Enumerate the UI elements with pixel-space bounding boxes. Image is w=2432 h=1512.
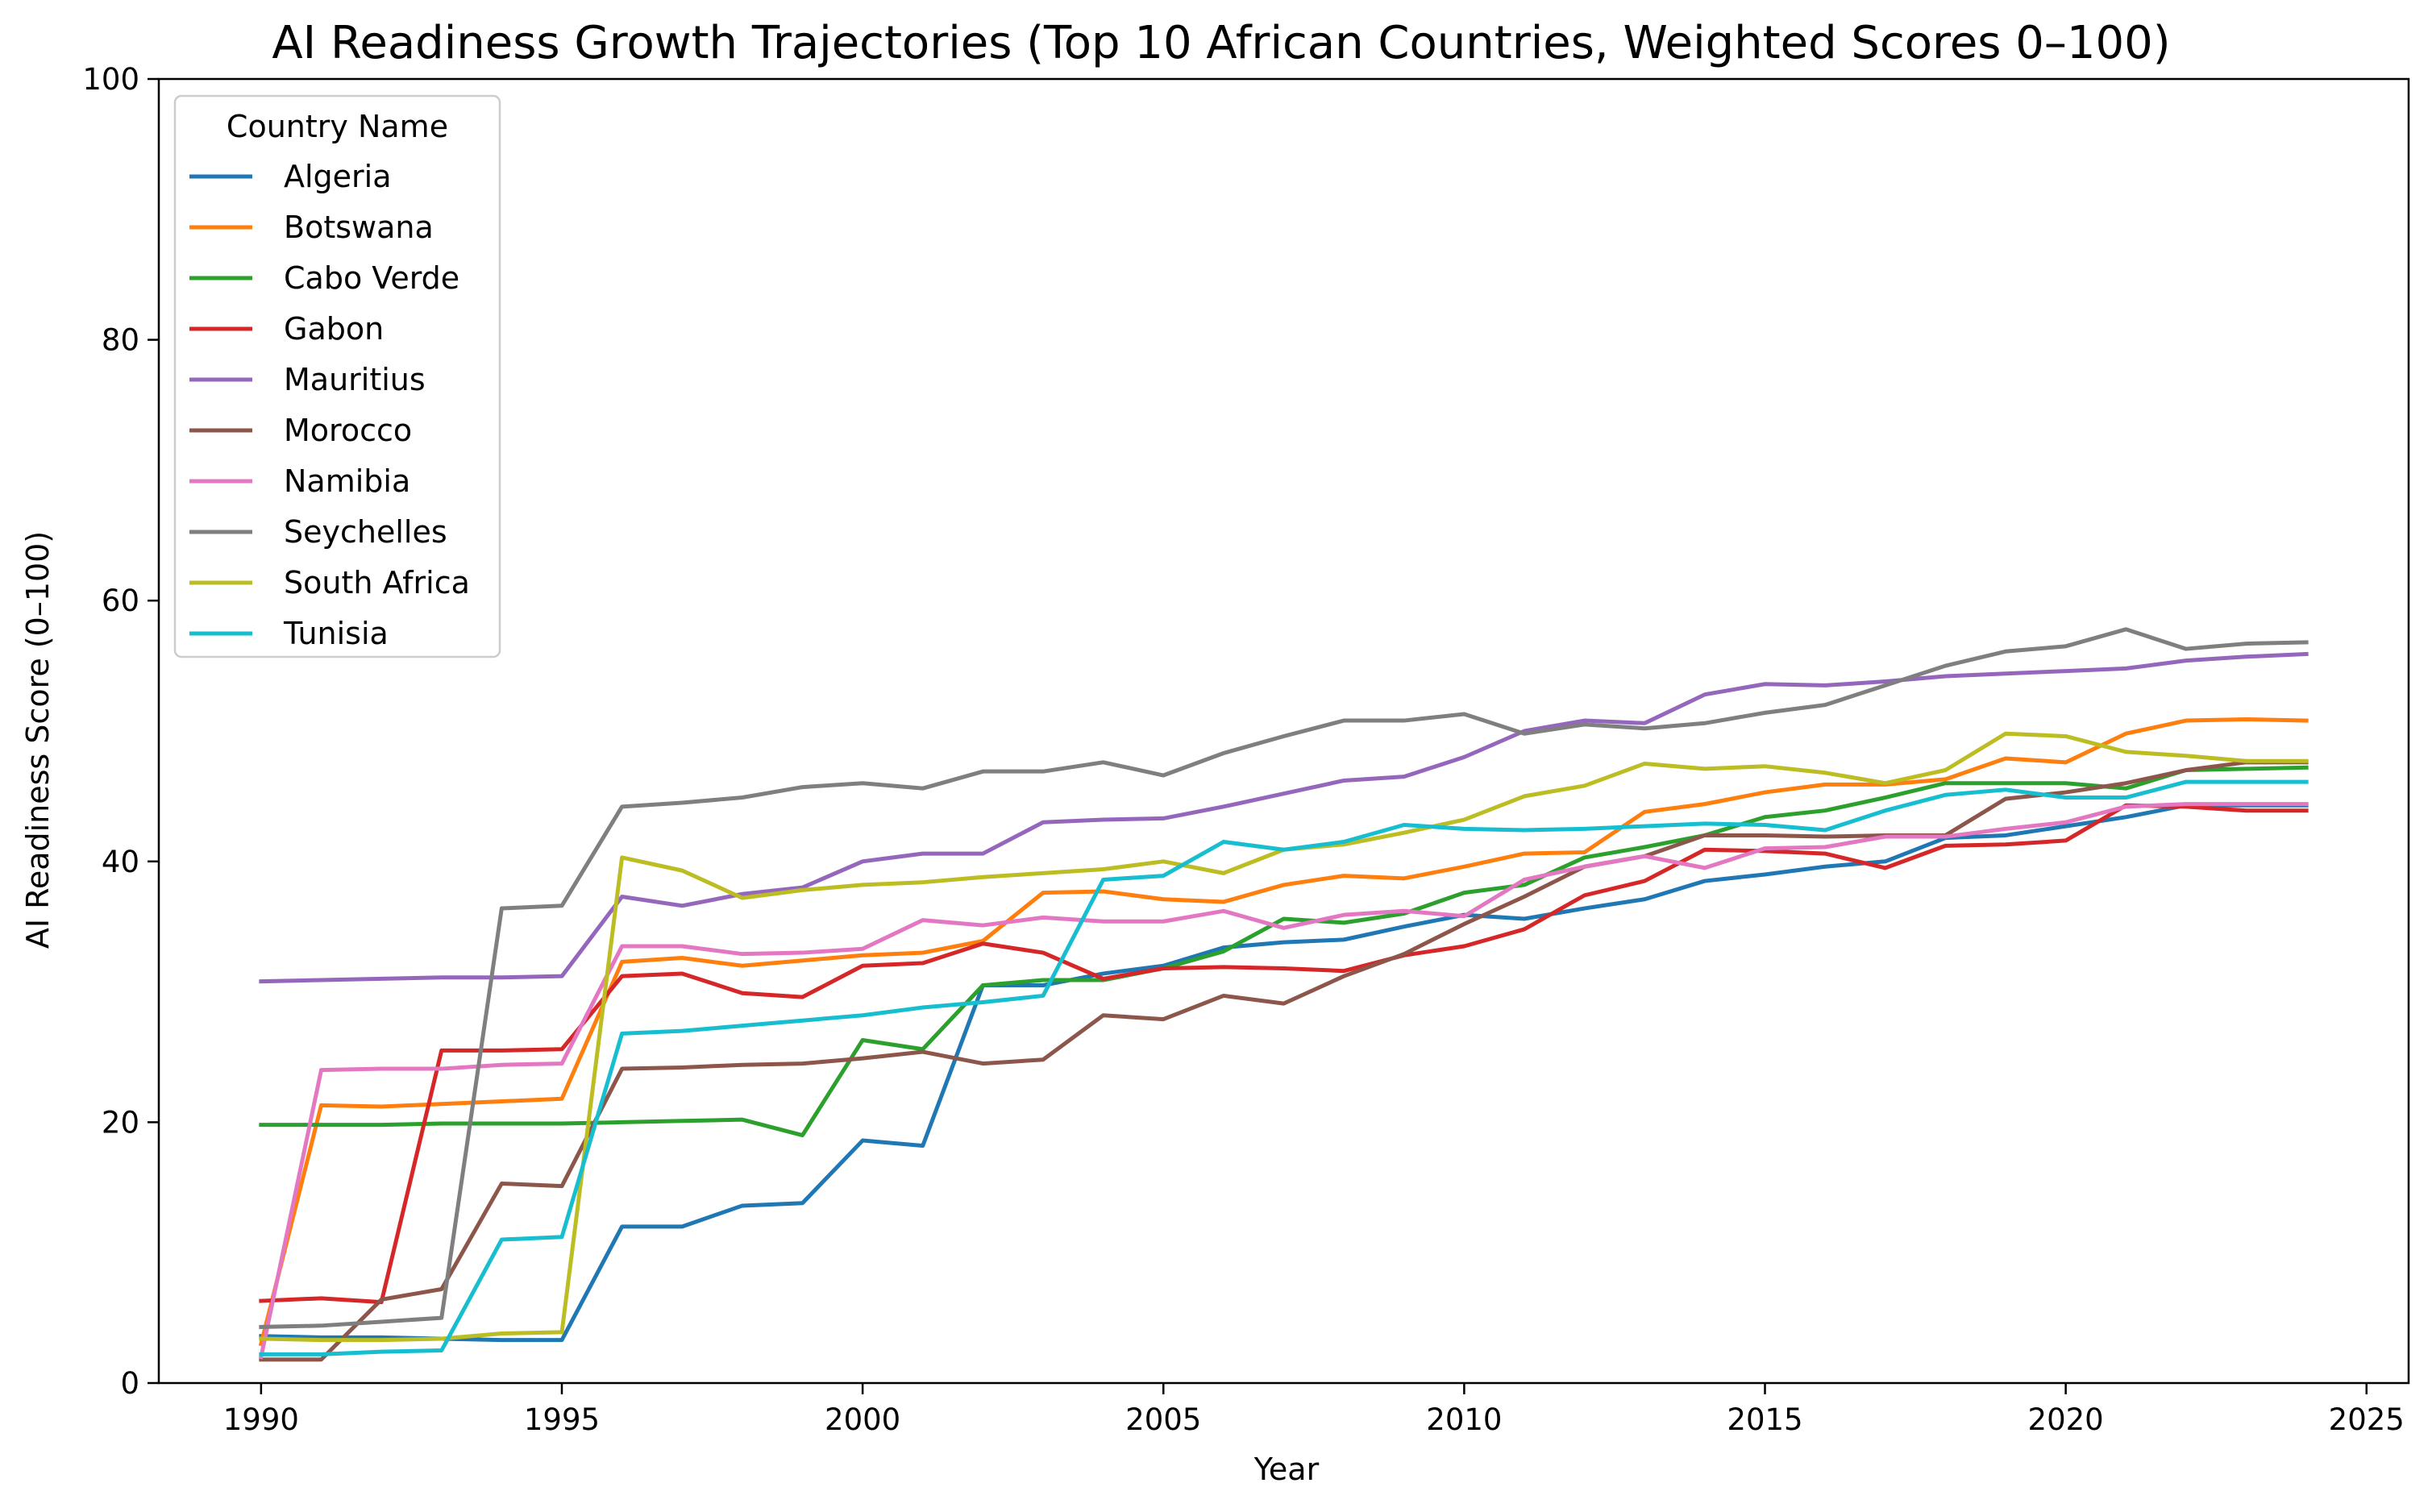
y-tick-label: 60 bbox=[102, 584, 139, 618]
y-tick-label: 20 bbox=[102, 1105, 139, 1140]
x-tick-label: 2020 bbox=[2028, 1402, 2104, 1437]
y-axis-label: AI Readiness Score (0–100) bbox=[20, 531, 56, 949]
x-tick-label: 2000 bbox=[825, 1402, 900, 1437]
y-tick-label: 80 bbox=[102, 323, 139, 358]
series-line-tunisia bbox=[259, 779, 2309, 1356]
legend-entry-label: Tunisia bbox=[283, 616, 389, 651]
legend-entry-label: Seychelles bbox=[284, 514, 447, 550]
legend-entry-label: Mauritius bbox=[284, 362, 426, 397]
series-lines bbox=[258, 627, 2309, 1362]
series-line-mauritius bbox=[259, 651, 2309, 984]
x-tick-label: 1995 bbox=[524, 1402, 600, 1437]
chart-title: AI Readiness Growth Trajectories (Top 10… bbox=[272, 17, 2170, 69]
legend-title: Country Name bbox=[227, 109, 448, 144]
y-tick-label: 0 bbox=[120, 1366, 139, 1401]
legend-entry-label: Namibia bbox=[284, 463, 410, 499]
x-tick-label: 1990 bbox=[223, 1402, 299, 1437]
series-line-cabo-verde bbox=[259, 765, 2309, 1138]
legend-entry-label: Morocco bbox=[284, 413, 412, 448]
x-tick-label: 2025 bbox=[2329, 1402, 2405, 1437]
legend-box bbox=[173, 94, 501, 658]
legend-entry-label: Gabon bbox=[284, 311, 384, 347]
legend-entry-label: Cabo Verde bbox=[284, 260, 459, 296]
x-tick-label: 2015 bbox=[1727, 1402, 1802, 1437]
legend-entry-label: Botswana bbox=[284, 210, 434, 245]
legend: Country Name Algeria Botswana Cabo Verde Gab… bbox=[173, 94, 501, 658]
y-tick-label: 100 bbox=[82, 62, 139, 97]
series-line-namibia bbox=[258, 802, 2309, 1360]
plot-frame bbox=[157, 77, 2410, 1385]
axes: 1990 1995 2000 2005 2010 2015 2020 2025 0 20 40 60 8… bbox=[82, 62, 2410, 1437]
series-line-seychelles bbox=[259, 627, 2309, 1329]
x-tick-label: 2005 bbox=[1125, 1402, 1201, 1437]
x-tick-label: 2010 bbox=[1426, 1402, 1502, 1437]
y-tick-label: 40 bbox=[102, 845, 139, 879]
legend-entry-label: Algeria bbox=[284, 159, 392, 194]
legend-entry-label: South Africa bbox=[284, 565, 470, 600]
x-axis-label: Year bbox=[1253, 1452, 1320, 1487]
series-line-algeria bbox=[259, 803, 2309, 1343]
